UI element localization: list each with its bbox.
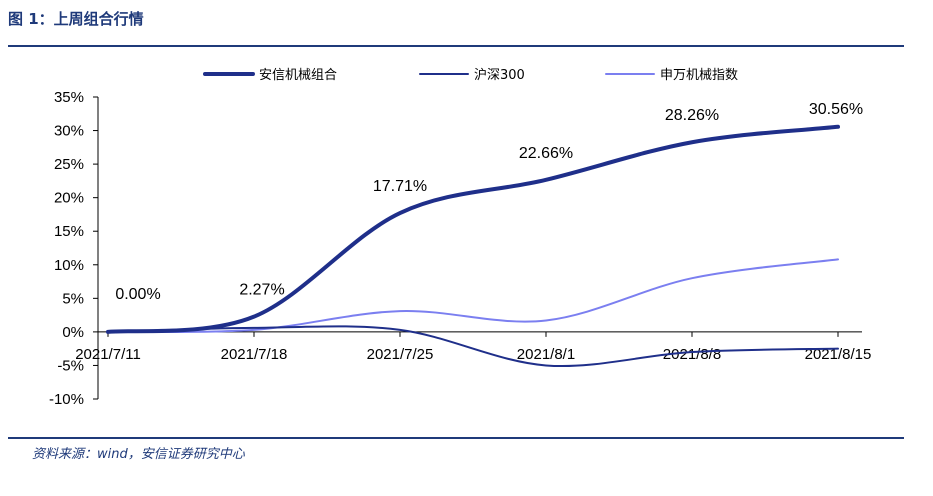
x-tick-label: 2021/7/25 (367, 346, 434, 363)
y-tick-label: 35% (54, 89, 84, 106)
top-rule (8, 45, 904, 47)
y-tick-label: -10% (49, 391, 84, 408)
legend-label: 申万机械指数 (660, 68, 738, 83)
x-tick-label: 2021/8/8 (663, 346, 721, 363)
y-tick-label: 30% (54, 123, 84, 140)
y-tick-label: 20% (54, 190, 84, 207)
x-tick-label: 2021/7/11 (75, 346, 141, 363)
series-line-1 (107, 325, 839, 367)
y-tick-label: 10% (54, 257, 84, 274)
y-tick-label: 0% (62, 324, 84, 341)
bottom-rule (8, 437, 904, 439)
data-label: 2.27% (239, 282, 284, 299)
series-lines (106, 124, 840, 367)
x-tick-label: 2021/7/18 (221, 346, 288, 363)
data-labels: 0.00% 2.27% 17.71% 22.66% 28.26% 30.56% (115, 101, 863, 303)
y-tick-label: 5% (62, 290, 84, 307)
data-label: 22.66% (519, 145, 573, 162)
source-note: 资料来源：wind，安信证券研究中心 (32, 447, 245, 462)
y-tick-label: -5% (57, 357, 84, 374)
data-label: 30.56% (809, 101, 863, 118)
x-tick-label: 2021/8/15 (805, 346, 872, 363)
data-label: 17.71% (373, 178, 427, 195)
axes: -10% -5% 0% 5% 10% 15% 20% 25% 30% 35% 2021/7/11 20… (49, 89, 871, 408)
legend-label: 沪深300 (474, 67, 525, 83)
y-tick-label: 15% (54, 223, 84, 240)
y-tick-label: 25% (54, 156, 84, 173)
x-tick-label: 2021/8/1 (517, 346, 575, 363)
data-label: 28.26% (665, 107, 719, 124)
series-line-0 (106, 124, 840, 334)
legend: 安信机械组合 沪深300 申万机械指数 (203, 67, 738, 83)
legend-label: 安信机械组合 (259, 68, 337, 83)
figure-title: 图 1：上周组合行情 (8, 10, 144, 28)
series-line-2 (107, 258, 839, 334)
data-label: 0.00% (115, 286, 160, 303)
